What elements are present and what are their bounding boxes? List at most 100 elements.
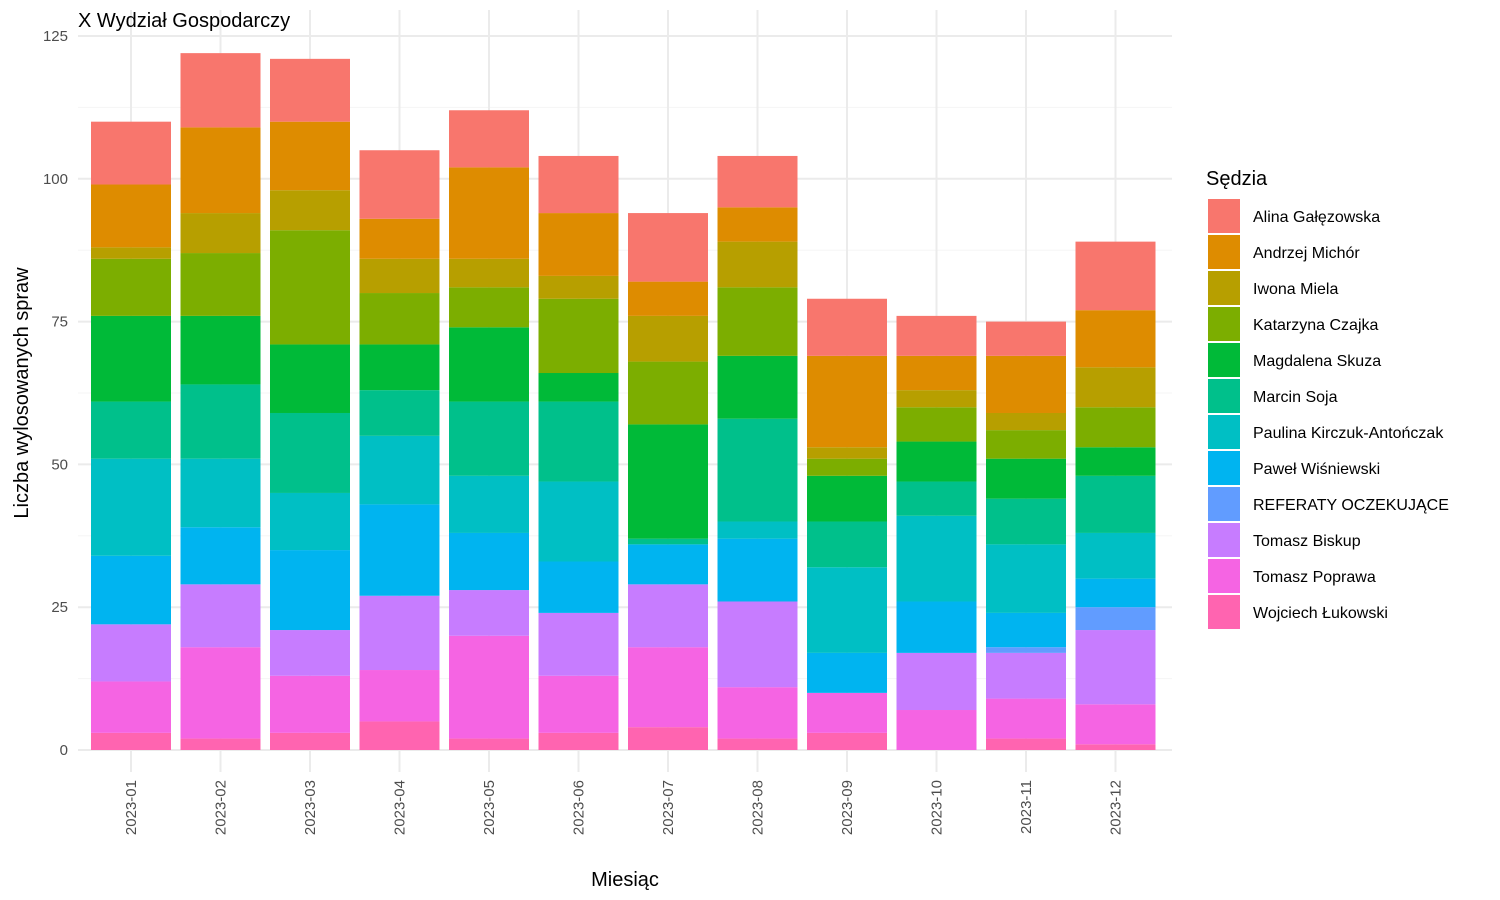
bar-segment (1075, 607, 1156, 631)
bar-segment (180, 384, 261, 459)
bar-segment (896, 601, 977, 653)
bar-segment (986, 652, 1066, 699)
bar-segment (986, 458, 1066, 499)
bar-segment (538, 612, 619, 676)
bar-segment (807, 732, 887, 750)
y-tick-label: 25 (51, 599, 68, 616)
bar-segment (359, 150, 440, 219)
bar-segment (1075, 630, 1156, 705)
bar-segment (628, 584, 708, 648)
bar-segment (449, 738, 529, 750)
bar-segment (270, 675, 350, 733)
bar-segment (91, 681, 171, 733)
bar-segment (628, 647, 708, 728)
legend-label: Paweł Wiśniewski (1253, 461, 1380, 478)
bar-segment (1075, 744, 1156, 750)
bar-segment (538, 732, 619, 750)
bar-segment (717, 738, 798, 750)
bar-segment (717, 418, 798, 522)
x-tick-label: 2023-01 (123, 780, 140, 835)
bar-segment (449, 287, 529, 328)
x-tick-label: 2023-10 (929, 780, 946, 835)
bar-segment (717, 601, 798, 688)
bar-segment (717, 521, 798, 539)
bar-segment (91, 184, 171, 248)
legend-label: Marcin Soja (1253, 389, 1338, 406)
bar-segment (449, 532, 529, 591)
y-tick-label: 125 (43, 28, 68, 45)
bar-segment (717, 687, 798, 739)
bar-segment (717, 287, 798, 356)
legend-label: Magdalena Skuza (1253, 353, 1381, 370)
bar-segment (1075, 367, 1156, 408)
bar-segment (1075, 241, 1156, 311)
bar-segment (538, 155, 619, 214)
legend-key (1208, 199, 1240, 233)
bar-segment (449, 167, 529, 259)
x-tick-label: 2023-02 (213, 780, 230, 835)
bar-segment (538, 561, 619, 613)
bar-segment (180, 738, 261, 750)
bar-segment (986, 738, 1066, 750)
bar-segment (896, 710, 977, 750)
bar-segment (896, 315, 977, 356)
bar-segment (807, 355, 887, 448)
bar-segment (359, 595, 440, 671)
bar-segment (449, 401, 529, 476)
x-tick-label: 2023-04 (392, 780, 409, 835)
legend-key (1208, 307, 1240, 341)
x-tick-label: 2023-12 (1108, 780, 1125, 835)
legend-key (1208, 343, 1240, 377)
bar-segment (91, 401, 171, 459)
bar-segment (896, 515, 977, 602)
bar-segment (91, 732, 171, 750)
bar-segment (91, 315, 171, 402)
bar-segment (1075, 578, 1156, 608)
bar-segment (628, 213, 708, 282)
bar-segment (986, 355, 1066, 413)
bar-segment (538, 213, 619, 276)
bar-segment (449, 475, 529, 533)
x-tick-label: 2023-11 (1018, 780, 1035, 834)
bar-segment (359, 670, 440, 722)
bar-segment (180, 53, 261, 128)
bar-segment (717, 207, 798, 242)
x-tick-label: 2023-06 (571, 780, 588, 835)
bar-segment (449, 327, 529, 402)
bar-segment (717, 355, 798, 419)
bar-segment (449, 110, 529, 168)
bar-segment (91, 247, 171, 259)
bar-segment (628, 727, 708, 750)
bar-segment (180, 458, 261, 528)
bar-segment (91, 458, 171, 556)
bar-segment (986, 321, 1066, 356)
legend-key (1208, 271, 1240, 305)
bar-segment (807, 298, 887, 356)
bar-segment (538, 298, 619, 374)
bar-segment (896, 481, 977, 516)
bar-segment (538, 675, 619, 733)
bar-segment (807, 521, 887, 568)
bar-segment (538, 275, 619, 299)
legend-label: Katarzyna Czajka (1253, 317, 1378, 334)
bar-segment (180, 584, 261, 648)
legend-key (1208, 595, 1240, 629)
bar-segment (986, 412, 1066, 431)
bar-segment (270, 344, 350, 413)
bar-segment (986, 430, 1066, 459)
bar-segment (896, 652, 977, 711)
bar-segment (180, 647, 261, 739)
bar-segment (1075, 704, 1156, 745)
bar-segment (717, 155, 798, 208)
bar-segment (91, 121, 171, 185)
bar-segment (91, 624, 171, 682)
y-tick-label: 50 (51, 456, 68, 473)
y-tick-label: 0 (60, 742, 68, 759)
legend-title: Sędzia (1206, 168, 1268, 190)
bar-segment (986, 544, 1066, 613)
x-tick-label: 2023-07 (660, 780, 677, 835)
bar-segment (359, 504, 440, 596)
bar-segment (449, 635, 529, 739)
x-tick-label: 2023-09 (839, 780, 856, 835)
